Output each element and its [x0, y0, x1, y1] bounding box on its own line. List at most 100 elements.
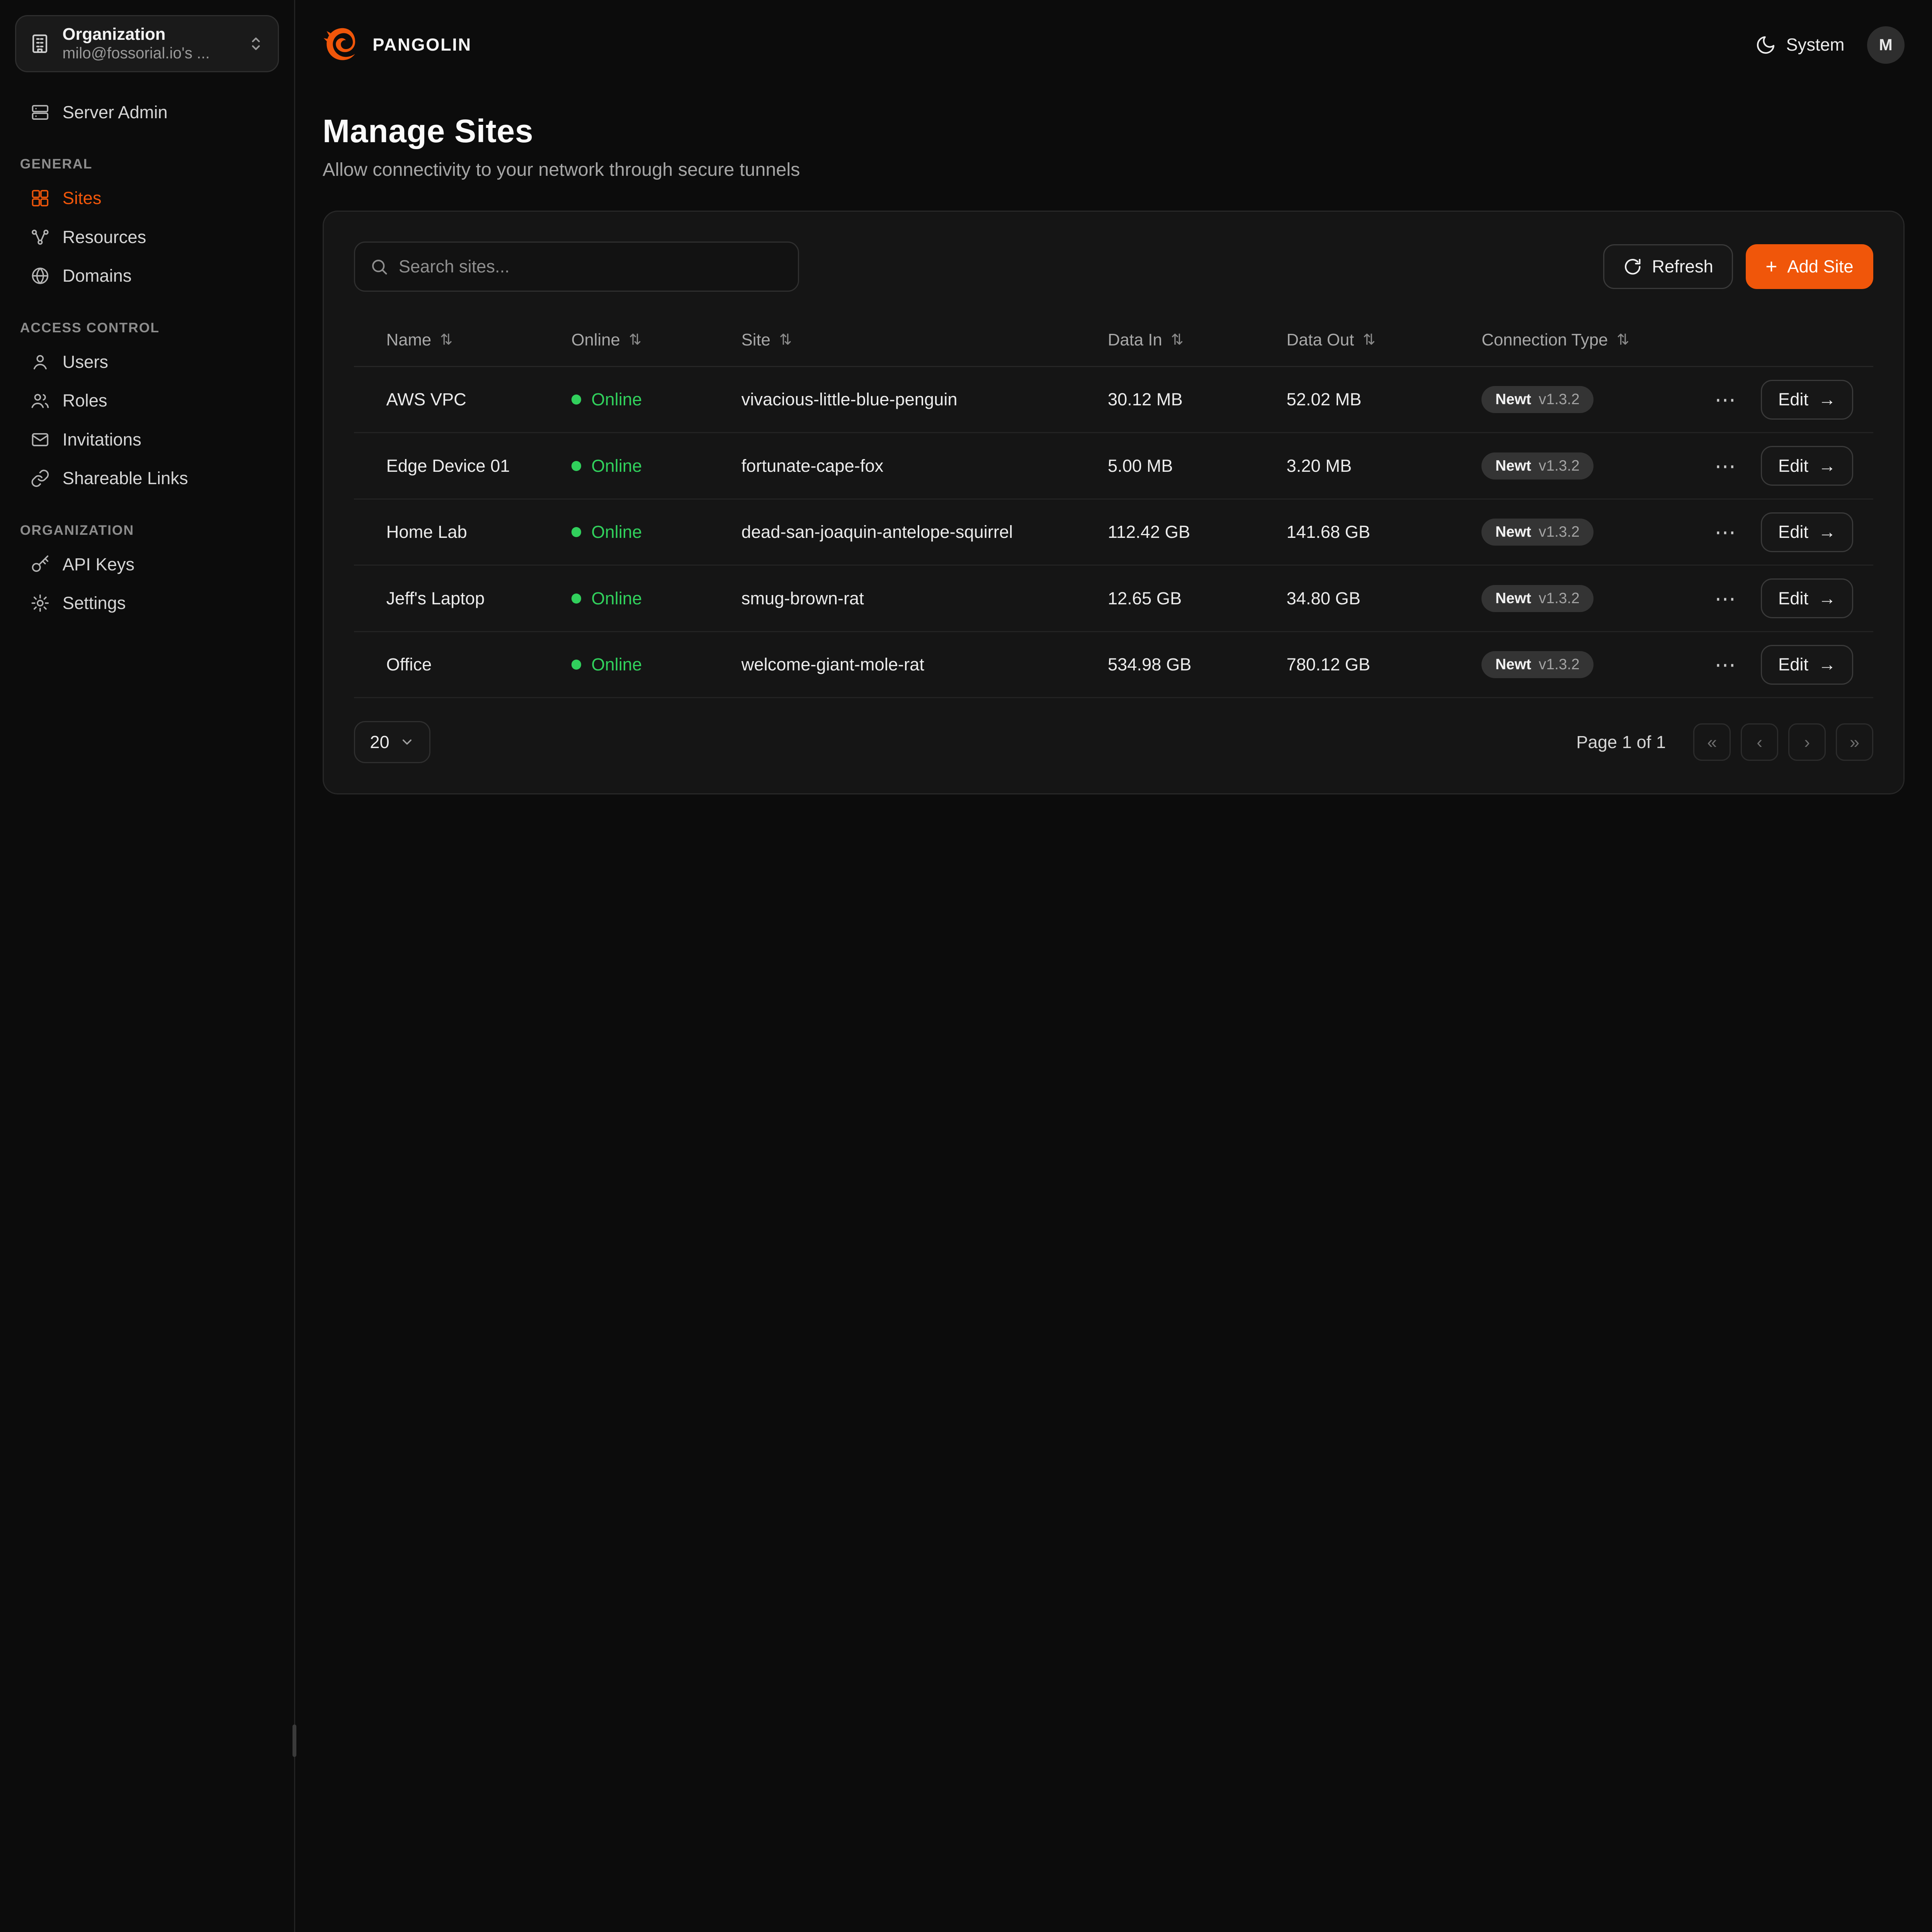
row-menu-button[interactable]: ⋯ [1707, 449, 1743, 483]
sidebar-item-invitations[interactable]: Invitations [10, 421, 284, 458]
column-header-connection-type[interactable]: Connection Type⇅ [1449, 314, 1698, 366]
sidebar-item-settings[interactable]: Settings [10, 584, 284, 622]
data-out: 34.80 GB [1254, 578, 1449, 619]
column-header-data-in[interactable]: Data In⇅ [1075, 314, 1254, 366]
section-heading-access-control: ACCESS CONTROL [20, 320, 274, 336]
data-in: 12.65 GB [1075, 578, 1254, 619]
sidebar-item-domains[interactable]: Domains [10, 257, 284, 295]
waypoints-icon [30, 227, 50, 247]
brand-name: PANGOLIN [372, 35, 471, 55]
main-area: PANGOLIN System M Manage Sites Allow con… [295, 0, 1932, 1932]
site-name: Edge Device 01 [354, 446, 539, 486]
theme-toggle-button[interactable]: System [1755, 34, 1845, 56]
add-site-button[interactable]: + Add Site [1746, 244, 1873, 289]
sidebar-item-sites[interactable]: Sites [10, 180, 284, 217]
arrow-right-icon: → [1818, 389, 1836, 410]
online-dot [571, 594, 582, 604]
globe-icon [30, 266, 50, 286]
arrow-right-icon: → [1818, 588, 1836, 609]
site-status: Online [539, 645, 709, 685]
edit-button[interactable]: Edit→ [1761, 446, 1853, 486]
sidebar-item-roles[interactable]: Roles [10, 382, 284, 419]
page-subtitle: Allow connectivity to your network throu… [323, 159, 1905, 180]
sidebar-item-shareable-links[interactable]: Shareable Links [10, 460, 284, 497]
last-page-button[interactable]: » [1836, 723, 1873, 761]
gear-icon [30, 593, 50, 613]
arrow-right-icon: → [1818, 456, 1836, 476]
data-out: 3.20 MB [1254, 446, 1449, 486]
row-menu-button[interactable]: ⋯ [1707, 581, 1743, 616]
sidebar-item-label: Sites [63, 188, 102, 208]
sidebar-item-label: Shareable Links [63, 468, 188, 488]
chevron-down-icon [400, 735, 415, 750]
edit-button[interactable]: Edit→ [1761, 578, 1853, 618]
org-text: Organization milo@fossorial.io's ... [63, 25, 235, 62]
org-title: Organization [63, 25, 235, 44]
data-in: 30.12 MB [1075, 379, 1254, 420]
site-id: welcome-giant-mole-rat [709, 645, 1075, 685]
next-page-button[interactable]: › [1788, 723, 1826, 761]
site-id: fortunate-cape-fox [709, 446, 1075, 486]
link-icon [30, 468, 50, 488]
sidebar-item-label: Roles [63, 391, 107, 411]
user-icon [30, 352, 50, 372]
sidebar-item-api-keys[interactable]: API Keys [10, 546, 284, 583]
org-selector[interactable]: Organization milo@fossorial.io's ... [15, 15, 279, 72]
refresh-label: Refresh [1652, 257, 1713, 277]
server-icon [30, 102, 50, 122]
page-size-select[interactable]: 20 [354, 721, 431, 764]
sort-icon: ⇅ [1617, 331, 1629, 349]
mail-icon [30, 430, 50, 450]
search-input[interactable] [399, 257, 783, 277]
toolbar-actions: Refresh + Add Site [1603, 244, 1873, 289]
sites-table: Name⇅ Online⇅ Site⇅ Data In⇅ Data Out⇅ C… [354, 314, 1874, 699]
sidebar-resize-handle[interactable] [293, 1724, 296, 1757]
add-site-label: Add Site [1787, 257, 1853, 277]
sort-icon: ⇅ [1171, 331, 1184, 349]
online-dot [571, 461, 582, 471]
edit-button[interactable]: Edit→ [1761, 512, 1853, 552]
row-menu-button[interactable]: ⋯ [1707, 515, 1743, 549]
column-header-actions [1753, 324, 1874, 356]
avatar[interactable]: M [1867, 26, 1905, 64]
column-header-name[interactable]: Name⇅ [354, 314, 539, 366]
sidebar-item-server-admin[interactable]: Server Admin [10, 94, 284, 131]
org-subtitle: milo@fossorial.io's ... [63, 44, 235, 62]
column-header-data-out[interactable]: Data Out⇅ [1254, 314, 1449, 366]
moon-icon [1755, 34, 1776, 56]
column-header-online[interactable]: Online⇅ [539, 314, 709, 366]
refresh-icon [1623, 257, 1642, 276]
column-header-site[interactable]: Site⇅ [709, 314, 1075, 366]
sidebar-item-label: Settings [63, 593, 126, 613]
data-out: 52.02 MB [1254, 379, 1449, 420]
site-name: Office [354, 645, 539, 685]
edit-button[interactable]: Edit→ [1761, 645, 1853, 685]
sidebar-item-resources[interactable]: Resources [10, 218, 284, 256]
site-name: Jeff's Laptop [354, 578, 539, 619]
row-menu-button[interactable]: ⋯ [1707, 647, 1743, 682]
sidebar-item-label: Server Admin [63, 102, 168, 122]
edit-button[interactable]: Edit→ [1761, 380, 1853, 420]
sidebar-item-label: Invitations [63, 430, 141, 450]
site-status: Online [539, 578, 709, 619]
key-icon [30, 554, 50, 575]
brand[interactable]: PANGOLIN [323, 25, 472, 65]
row-menu-button[interactable]: ⋯ [1707, 382, 1743, 417]
data-out: 780.12 GB [1254, 645, 1449, 685]
table-row: Edge Device 01 Online fortunate-cape-fox… [354, 433, 1874, 500]
online-dot [571, 660, 582, 670]
topbar-right: System M [1755, 26, 1905, 64]
first-page-button[interactable]: « [1693, 723, 1731, 761]
site-name: AWS VPC [354, 379, 539, 420]
refresh-button[interactable]: Refresh [1603, 244, 1733, 289]
building-icon [29, 32, 51, 55]
sidebar-item-users[interactable]: Users [10, 343, 284, 381]
previous-page-button[interactable]: ‹ [1741, 723, 1778, 761]
